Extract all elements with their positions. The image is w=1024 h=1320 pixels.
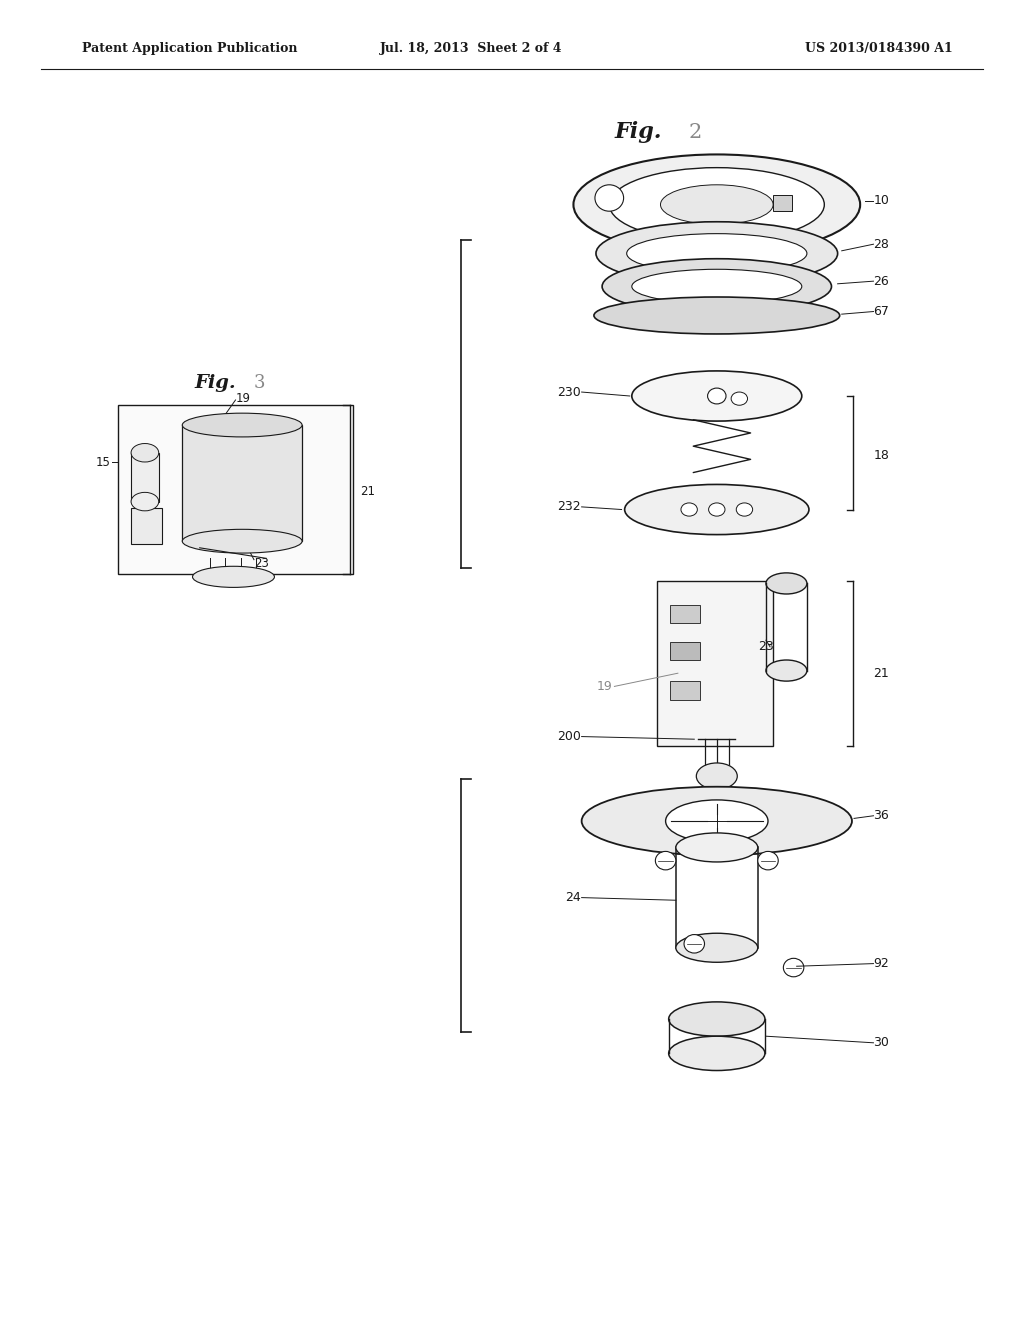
Text: Jul. 18, 2013  Sheet 2 of 4: Jul. 18, 2013 Sheet 2 of 4 [380,42,562,55]
Ellipse shape [676,833,758,862]
Ellipse shape [655,851,676,870]
Text: 26: 26 [873,275,889,288]
Text: 21: 21 [873,667,889,680]
Ellipse shape [708,388,726,404]
Ellipse shape [193,566,274,587]
Ellipse shape [632,371,802,421]
Ellipse shape [669,1036,765,1071]
Bar [131,508,162,544]
Ellipse shape [681,503,697,516]
Bar [670,642,700,660]
Ellipse shape [182,529,302,553]
Text: 19: 19 [597,680,612,693]
Bar [670,681,700,700]
Ellipse shape [696,763,737,789]
Ellipse shape [582,787,852,855]
Text: 18: 18 [873,449,890,462]
Ellipse shape [684,935,705,953]
Ellipse shape [669,1002,765,1036]
Ellipse shape [783,958,804,977]
Ellipse shape [766,573,807,594]
Ellipse shape [131,444,159,462]
Bar [118,405,353,574]
Text: 23: 23 [254,557,269,570]
Ellipse shape [731,392,748,405]
Bar [670,605,700,623]
Text: 15: 15 [95,455,111,469]
Ellipse shape [766,660,807,681]
Text: 21: 21 [360,484,376,498]
Ellipse shape [182,413,302,437]
Ellipse shape [666,800,768,842]
Text: US 2013/0184390 A1: US 2013/0184390 A1 [805,42,952,55]
Text: Fig.: Fig. [195,374,237,392]
Text: Fig.: Fig. [614,121,662,143]
Ellipse shape [632,269,802,304]
Ellipse shape [609,168,824,242]
Bar [773,195,792,211]
Ellipse shape [627,234,807,273]
Ellipse shape [131,492,159,511]
FancyBboxPatch shape [657,581,773,746]
Ellipse shape [596,222,838,285]
Text: 23: 23 [758,640,773,653]
Text: 3: 3 [254,374,265,392]
Ellipse shape [595,185,624,211]
Text: 30: 30 [873,1036,890,1049]
Ellipse shape [736,503,753,516]
Text: 10: 10 [873,194,890,207]
Text: 19: 19 [236,392,251,405]
Ellipse shape [676,933,758,962]
Bar [131,453,159,502]
Text: 230: 230 [557,385,581,399]
Ellipse shape [573,154,860,255]
Ellipse shape [660,185,773,224]
Text: 24: 24 [565,891,581,904]
Text: 2: 2 [688,123,701,141]
Ellipse shape [594,297,840,334]
Text: 67: 67 [873,305,890,318]
Ellipse shape [758,851,778,870]
Text: Patent Application Publication: Patent Application Publication [82,42,297,55]
Text: 28: 28 [873,238,890,251]
Text: 232: 232 [557,500,581,513]
Ellipse shape [709,503,725,516]
Bar [182,425,302,541]
Ellipse shape [625,484,809,535]
Text: 200: 200 [557,730,581,743]
Text: 36: 36 [873,809,889,822]
Ellipse shape [602,259,831,314]
Text: 92: 92 [873,957,889,970]
